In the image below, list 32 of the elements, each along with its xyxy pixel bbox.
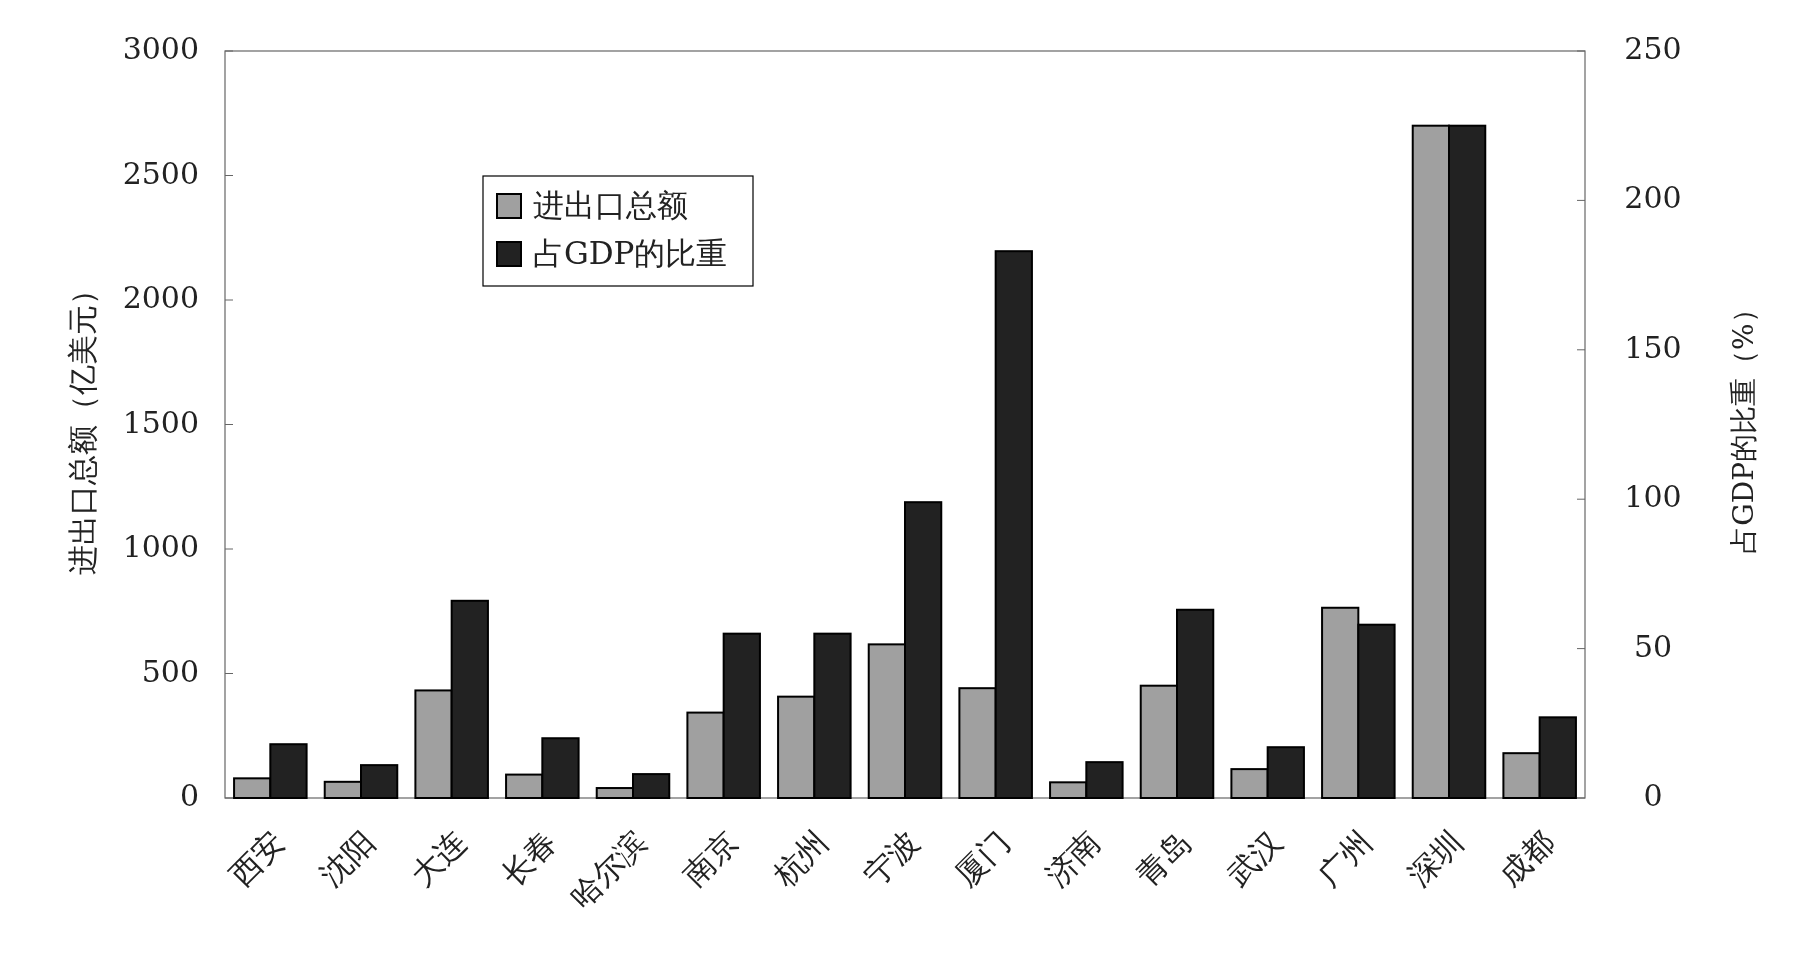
y2-tick-label: 0 [1643,778,1663,813]
x-tick-label: 南京 [675,823,745,893]
y-tick-label: 3000 [122,31,199,66]
x-tick-label: 成都 [1491,823,1561,893]
x-tick-label: 深圳 [1400,823,1470,893]
y2-tick-label: 150 [1624,329,1682,365]
x-tick-label: 济南 [1038,823,1108,893]
y2-tick-label: 250 [1624,31,1682,66]
x-tick-label: 武汉 [1219,823,1289,893]
x-tick-label: 大连 [403,823,473,893]
x-tick-label: 杭州 [765,823,836,894]
y-tick-label: 2000 [122,280,199,315]
x-tick-label: 哈尔滨 [562,823,654,915]
x-tick-label: 长春 [494,823,564,893]
y-tick-label: 2500 [122,155,199,191]
x-tick-label: 厦门 [947,823,1017,893]
x-tick-label: 宁波 [856,823,926,893]
y2-axis-title: 占GDP的比重（%） [1726,295,1760,554]
y2-tick-label: 200 [1624,180,1682,216]
y2-tick-label: 50 [1633,628,1673,664]
x-tick-label: 沈阳 [312,823,382,893]
y2-tick-label: 100 [1624,479,1682,515]
x-tick-label: 青岛 [1128,823,1198,893]
x-tick-label: 广州 [1310,823,1380,893]
y-tick-label: 1500 [122,404,199,440]
legend-label: 占GDP的比重 [533,234,728,271]
y-tick-label: 1000 [122,529,199,564]
y-tick-label: 500 [141,653,199,689]
y-tick-label: 0 [179,778,199,813]
x-tick-label: 西安 [222,823,292,893]
legend-label: 进出口总额 [533,186,688,223]
y-axis-title: 进出口总额（亿美元） [65,274,100,575]
